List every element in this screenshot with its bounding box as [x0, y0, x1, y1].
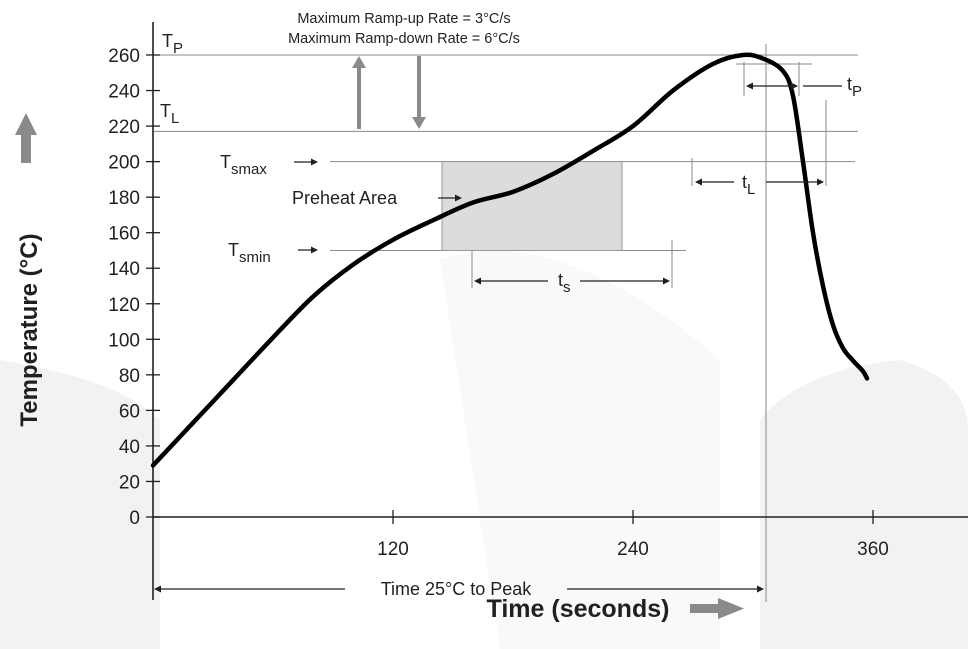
y-axis-arrow-icon: [15, 113, 37, 163]
preheat-area-label: Preheat Area: [292, 188, 398, 208]
y-tick-label: 180: [108, 188, 140, 209]
tp-arrow-left: [746, 82, 753, 90]
tl-arrow-left: [695, 178, 702, 186]
y-tick-label: 0: [129, 508, 140, 529]
tl-label: TL: [160, 101, 179, 127]
ts-arrow-left: [474, 277, 481, 285]
x-tick-label: 240: [617, 539, 649, 560]
time-to-peak-label: Time 25°C to Peak: [381, 579, 533, 599]
y-axis-label: Temperature (°C): [16, 233, 43, 426]
preheat-pointer-head: [455, 194, 462, 202]
ramp-up-arrow-icon: [352, 56, 366, 68]
y-tick-label: 260: [108, 46, 140, 67]
ramp-up-label: Maximum Ramp-up Rate = 3°C/s: [297, 11, 510, 27]
tp-label: TP: [162, 31, 183, 57]
y-tick-label: 140: [108, 259, 140, 280]
y-tick-label: 100: [108, 330, 140, 351]
tl-time-label: tL: [742, 172, 755, 198]
tsmin-label: Tsmin: [228, 240, 271, 266]
y-tick-label: 60: [119, 401, 140, 422]
axes: [152, 22, 968, 600]
tsmax-pointer-head: [311, 158, 318, 166]
ramp-down-arrow-shaft: [417, 56, 421, 119]
y-tick-label: 80: [119, 366, 140, 387]
ramp-down-label: Maximum Ramp-down Rate = 6°C/s: [288, 31, 520, 47]
x-axis-arrow-icon: [690, 598, 744, 619]
y-tick-label: 20: [119, 472, 140, 493]
y-ticks: 0 20 40 60 80 100 120 140 160 180 200 220 240 260: [108, 46, 160, 529]
x-tick-label: 120: [377, 539, 409, 560]
time-to-peak-arrow-left: [154, 585, 161, 593]
time-to-peak-arrow-right: [757, 585, 764, 593]
background-watermark: [0, 251, 968, 649]
x-axis-label: Time (seconds): [487, 595, 670, 623]
ts-label: ts: [558, 270, 571, 296]
tsmin-pointer-head: [311, 246, 318, 254]
ramp-up-arrow-shaft: [357, 66, 361, 129]
y-tick-label: 120: [108, 295, 140, 316]
y-tick-label: 40: [119, 437, 140, 458]
tp-time-label: tP: [847, 74, 862, 100]
ts-arrow-right: [663, 277, 670, 285]
annotations: TP TL Tsmax Tsmin Preheat Area ts tL tP Maximum …: [154, 11, 862, 599]
tsmax-label: Tsmax: [220, 152, 267, 178]
tl-arrow-right: [817, 178, 824, 186]
tp-arrow-right: [791, 82, 798, 90]
y-tick-label: 240: [108, 82, 140, 103]
y-tick-label: 200: [108, 153, 140, 174]
x-ticks: 120 240 360: [377, 510, 889, 560]
y-tick-label: 160: [108, 224, 140, 245]
temperature-profile-line: [150, 52, 870, 468]
y-tick-label: 220: [108, 117, 140, 138]
x-tick-label: 360: [857, 539, 889, 560]
ramp-down-arrow-icon: [412, 117, 426, 129]
preheat-area-region: [441, 161, 623, 251]
